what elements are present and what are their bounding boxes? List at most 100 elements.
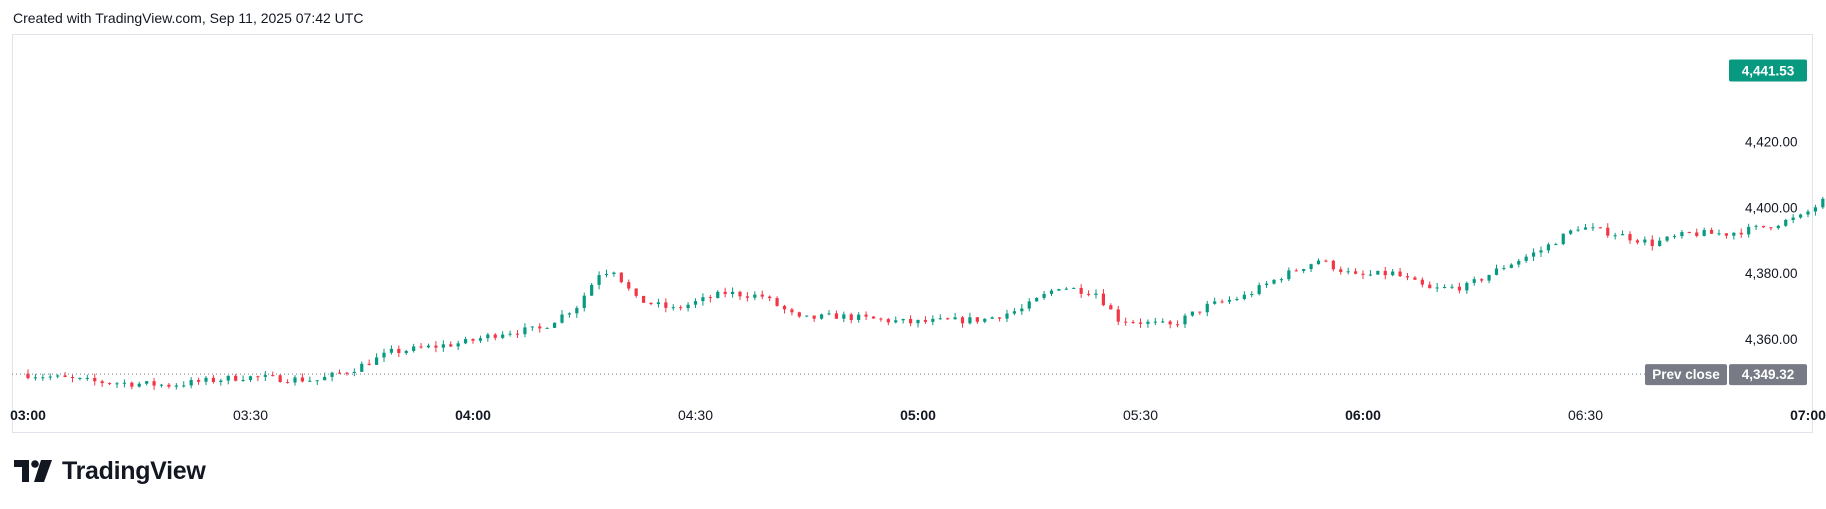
time-tick-label: 06:30 xyxy=(1568,407,1603,423)
candle-body xyxy=(1554,244,1558,246)
candle-body xyxy=(819,314,824,319)
candle-body xyxy=(456,343,460,347)
tradingview-logo-icon xyxy=(14,460,52,482)
candle-body xyxy=(1457,286,1462,291)
candle-body xyxy=(716,291,720,299)
candle-body xyxy=(1398,271,1402,277)
candle-body xyxy=(590,284,594,296)
candle-body xyxy=(968,317,972,324)
candle-body xyxy=(953,317,957,320)
candle-body xyxy=(738,291,742,297)
last-price-value: 4,441.53 xyxy=(1742,63,1795,78)
candle-body xyxy=(656,302,661,305)
candle-body xyxy=(85,377,89,379)
candle-body xyxy=(471,339,475,341)
candle-body xyxy=(1472,279,1476,283)
candle-body xyxy=(1294,270,1298,272)
candle-body xyxy=(337,372,342,374)
candle-body xyxy=(1680,232,1684,237)
candle-body xyxy=(894,320,898,323)
time-tick-label: 03:30 xyxy=(233,407,268,423)
candle-body xyxy=(842,314,846,319)
candle-body xyxy=(278,375,282,383)
candle-body xyxy=(1405,276,1410,278)
candle-body xyxy=(1250,294,1254,296)
candle-body xyxy=(1442,286,1447,288)
candle-body xyxy=(211,377,216,382)
created-with-caption: Created with TradingView.com, Sep 11, 20… xyxy=(13,10,364,26)
candle-body xyxy=(1146,321,1150,324)
candle-body xyxy=(33,377,38,379)
candle-body xyxy=(1687,232,1691,234)
price-tick-label: 4,400.00 xyxy=(1745,200,1798,215)
candle-body xyxy=(1064,288,1068,290)
candle-body xyxy=(975,317,979,322)
candle-body xyxy=(693,301,698,305)
candle-body xyxy=(983,318,987,322)
candle-body xyxy=(575,307,579,314)
tradingview-logo[interactable]: TradingView xyxy=(14,455,206,487)
candle-body xyxy=(1302,269,1306,271)
candle-body xyxy=(248,376,253,380)
candle-body xyxy=(997,317,1002,319)
candle-body xyxy=(167,384,171,387)
price-tick-label: 4,380.00 xyxy=(1745,266,1798,281)
candle-body xyxy=(1124,321,1128,323)
candle-body xyxy=(827,313,831,315)
candle-body xyxy=(434,345,438,348)
candle-body xyxy=(1131,322,1135,324)
candle-body xyxy=(1776,225,1780,229)
candle-body xyxy=(864,314,868,317)
candle-body xyxy=(597,275,601,285)
candle-body xyxy=(1806,211,1810,215)
candle-body xyxy=(412,346,416,351)
time-tick-label: 06:00 xyxy=(1345,407,1381,423)
candle-body xyxy=(271,375,275,377)
candle-body xyxy=(1324,260,1328,262)
candle-body xyxy=(1531,252,1536,257)
candle-body xyxy=(530,326,534,328)
candle-body xyxy=(1821,198,1825,208)
candle-body xyxy=(701,297,705,302)
time-axis[interactable]: 03:00 03:30 04:00 04:30 05:00 05:30 06:00 06:30… xyxy=(10,407,1826,423)
candle-body xyxy=(1057,289,1061,291)
candle-body xyxy=(604,274,609,276)
candle-body xyxy=(938,318,942,320)
candle-body xyxy=(1168,321,1172,325)
time-tick-label: 04:30 xyxy=(678,407,713,423)
candle-body xyxy=(1331,260,1335,270)
candle-body xyxy=(1227,299,1232,302)
candle-body xyxy=(234,375,238,381)
candle-body xyxy=(612,272,616,275)
candle-body xyxy=(1739,232,1743,235)
time-tick-label: 07:00 xyxy=(1790,407,1826,423)
candle-body xyxy=(26,373,30,379)
candle-body xyxy=(1079,287,1083,294)
candle-body xyxy=(946,318,950,320)
candle-body xyxy=(730,291,735,295)
candle-body xyxy=(1175,324,1180,326)
candle-body xyxy=(1591,227,1595,229)
candle-body xyxy=(1339,269,1343,273)
candles-layer xyxy=(26,196,1825,390)
candle-body xyxy=(1138,322,1143,324)
candle-body xyxy=(1368,274,1373,276)
chart-pane[interactable] xyxy=(12,34,1813,433)
price-tick-label: 4,360.00 xyxy=(1745,332,1798,347)
price-axis[interactable]: 4,420.00 4,400.00 4,380.00 4,360.00 xyxy=(1745,134,1798,347)
candle-body xyxy=(1005,313,1009,319)
candle-body xyxy=(345,372,349,374)
candle-body xyxy=(441,344,445,348)
candle-body xyxy=(641,295,646,303)
candle-body xyxy=(1754,225,1758,227)
candle-body xyxy=(1361,273,1365,275)
candle-body xyxy=(241,379,245,381)
candle-body xyxy=(1620,234,1625,236)
candle-body xyxy=(315,380,319,382)
candle-body xyxy=(115,383,119,385)
candle-body xyxy=(1784,219,1788,226)
candle-body xyxy=(708,297,712,299)
time-tick-label: 03:00 xyxy=(10,407,46,423)
candle-body xyxy=(1717,233,1721,235)
